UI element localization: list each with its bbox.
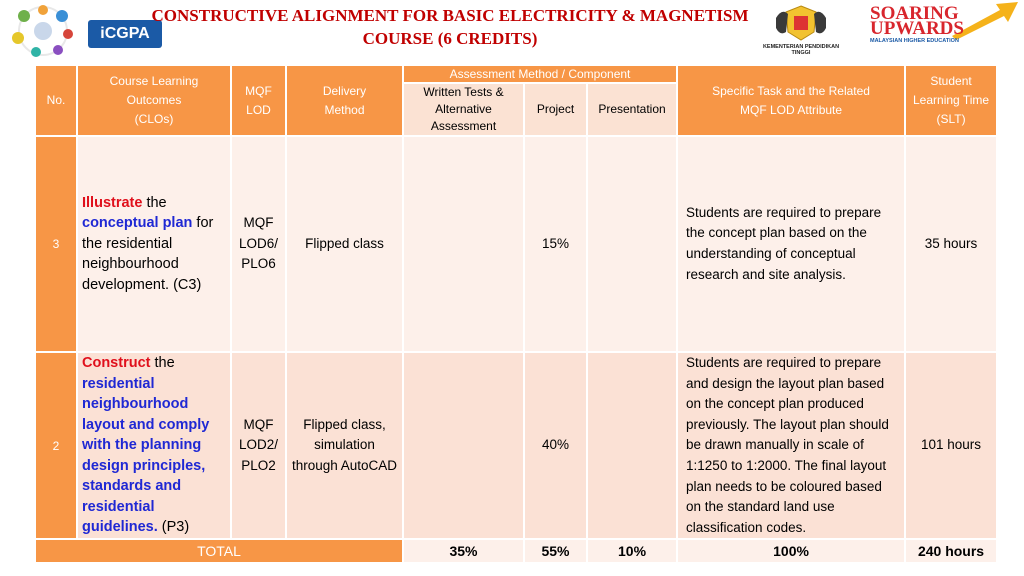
header-written: Written Tests & Alternative Assessment: [402, 82, 525, 137]
header-clo-line: (CLOs): [134, 112, 174, 126]
mqf-line: LOD2/: [238, 437, 279, 453]
header-delivery: Delivery Method: [285, 64, 404, 137]
soaring-word: SOARING: [870, 3, 959, 24]
mqf-cell: MQF LOD6/ PLO6: [230, 135, 287, 353]
upwards-word: UPWARDS: [870, 18, 964, 39]
clo-text: the: [150, 355, 175, 372]
header-written-line: Alternative: [435, 102, 492, 116]
task-cell: Students are required to prepare and des…: [676, 350, 907, 541]
soaring-upwards-logo: SOARING UPWARDS MALAYSIAN HIGHER EDUCATI…: [870, 3, 1020, 54]
soaring-subtitle: MALAYSIAN HIGHER EDUCATION: [870, 38, 959, 44]
mqf-line: PLO2: [241, 457, 276, 473]
clo-verb: Construct: [82, 355, 151, 372]
total-task: 100%: [676, 538, 907, 565]
upward-arrow-icon: [952, 2, 1018, 40]
mqf-line: PLO6: [241, 256, 276, 272]
mqf-line: LOD6/: [238, 235, 279, 251]
clo-text: for the residential neighbourhood develo…: [82, 215, 214, 293]
total-label: TOTAL: [34, 538, 404, 565]
row-number: 2: [34, 350, 78, 541]
slide-header: iCGPA CONSTRUCTIVE ALIGNMENT FOR BASIC E…: [0, 0, 1024, 62]
header-slt-line: Learning Time: [913, 93, 990, 107]
header-clo-line: Outcomes: [126, 93, 182, 107]
header-slt-line: (SLT): [936, 112, 966, 126]
total-project: 55%: [523, 538, 588, 565]
clo-cell: Construct the residential neighbourhood …: [76, 350, 232, 541]
written-cell: [402, 135, 525, 353]
delivery-cell: Flipped class, simulation through AutoCA…: [285, 350, 404, 541]
total-row: TOTAL 35% 55% 10% 100% 240 hours: [34, 538, 999, 565]
project-cell: 15%: [523, 135, 588, 353]
slt-cell: 35 hours: [904, 135, 999, 353]
header-delivery-line: Delivery: [322, 83, 367, 98]
header-written-line: Assessment: [430, 119, 497, 133]
header-task-line: MQF LOD Attribute: [740, 102, 843, 117]
delivery-line: through AutoCAD: [291, 457, 398, 473]
presentation-cell: [585, 350, 679, 541]
header-task: Specific Task and the Related MQF LOD At…: [676, 64, 907, 137]
alignment-table: No. Course Learning Outcomes (CLOs) MQF …: [34, 64, 999, 565]
header-mqf-line: MQF: [245, 83, 272, 98]
clo-keyword: conceptual plan: [82, 215, 193, 232]
delivery-cell: Flipped class: [285, 135, 404, 353]
title-line-1: CONSTRUCTIVE ALIGNMENT FOR BASIC ELECTRI…: [151, 6, 749, 25]
header-no: No.: [34, 64, 78, 137]
task-cell: Students are required to prepare the con…: [676, 135, 907, 353]
clo-text: (P3): [157, 519, 190, 536]
clo-keyword: residential neighbourhood layout and com…: [82, 375, 210, 536]
colorful-circle-logo-icon: [12, 5, 73, 57]
header-assessment: Assessment Method / Component: [401, 64, 679, 84]
written-cell: [402, 350, 525, 541]
coat-of-arms-icon: [776, 5, 826, 41]
header-clo-line: Course Learning: [109, 74, 199, 88]
header-presentation: Presentation: [585, 82, 679, 137]
header-clo: Course Learning Outcomes (CLOs): [76, 64, 232, 137]
header-task-line: Specific Task and the Related: [712, 83, 870, 98]
header-delivery-line: Method: [324, 102, 365, 117]
mqf-cell: MQF LOD2/ PLO2: [230, 350, 287, 541]
header-written-line: Written Tests &: [423, 85, 504, 99]
total-written: 35%: [402, 538, 525, 565]
project-cell: 40%: [523, 350, 588, 541]
delivery-line: Flipped class: [305, 235, 384, 251]
clo-text: the: [142, 194, 167, 211]
header-slt-line: Student: [930, 74, 972, 88]
table-row: 3 Illustrate the conceptual plan for the…: [34, 135, 999, 353]
mqf-line: MQF: [243, 416, 274, 432]
row-number: 3: [34, 135, 78, 353]
header-slt: Student Learning Time (SLT): [904, 64, 999, 137]
mqf-line: MQF: [243, 215, 274, 231]
total-presentation: 10%: [585, 538, 679, 565]
table-row: 2 Construct the residential neighbourhoo…: [34, 350, 999, 541]
icgpa-logo: iCGPA: [88, 20, 162, 48]
delivery-line: Flipped class,: [303, 416, 386, 432]
ministry-caption: KEMENTERIAN PENDIDIKAN TINGGI: [762, 44, 840, 56]
clo-cell: Illustrate the conceptual plan for the r…: [76, 135, 232, 353]
header-mqf-line: LOD: [246, 102, 271, 117]
title-line-2: COURSE (6 CREDITS): [362, 29, 538, 48]
total-slt: 240 hours: [904, 538, 999, 565]
clo-verb: Illustrate: [82, 194, 143, 211]
delivery-line: simulation: [314, 437, 375, 453]
slt-cell: 101 hours: [904, 350, 999, 541]
header-project: Project: [523, 82, 588, 137]
page-title: CONSTRUCTIVE ALIGNMENT FOR BASIC ELECTRI…: [150, 4, 750, 50]
header-mqf-lod: MQF LOD: [230, 64, 287, 137]
presentation-cell: [585, 135, 679, 353]
